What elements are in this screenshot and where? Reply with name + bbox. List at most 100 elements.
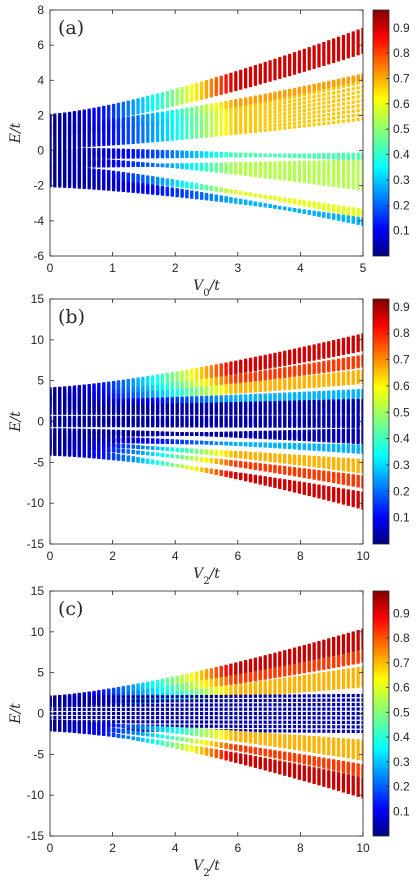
data-point [97, 106, 101, 110]
data-point [327, 55, 331, 60]
data-point [258, 172, 262, 177]
data-point [185, 118, 189, 122]
data-point [273, 61, 277, 65]
data-point [53, 156, 57, 160]
data-point [146, 105, 150, 109]
data-point [253, 113, 258, 117]
data-point [102, 105, 106, 110]
data-point [219, 115, 223, 119]
data-point [336, 115, 341, 120]
data-point [200, 113, 204, 117]
data-point [346, 345, 350, 349]
data-point [219, 151, 223, 156]
data-point [209, 168, 213, 173]
data-point [87, 391, 91, 395]
data-point [356, 345, 360, 349]
data-point [151, 101, 155, 105]
data-point [170, 127, 174, 132]
data-point [263, 75, 267, 79]
data-point [190, 93, 194, 97]
data-point [288, 154, 292, 158]
data-point [146, 175, 150, 179]
data-point [288, 169, 292, 173]
data-point [346, 185, 350, 189]
data-point [200, 96, 204, 100]
data-point [219, 89, 223, 93]
colorbar-tick-label: 0.6 [393, 97, 410, 111]
data-point [327, 50, 331, 54]
data-point [234, 79, 238, 83]
data-point [273, 166, 277, 171]
data-point [312, 55, 316, 59]
data-point [160, 177, 165, 181]
data-point [312, 91, 316, 95]
data-point [317, 344, 321, 349]
data-point [283, 177, 287, 181]
data-point [244, 127, 248, 131]
data-point [209, 119, 213, 124]
data-point [361, 44, 363, 49]
data-point [77, 140, 81, 145]
data-point [336, 349, 341, 353]
data-point [292, 174, 297, 178]
data-point [297, 113, 302, 117]
data-point [170, 118, 174, 122]
data-point [361, 159, 363, 163]
data-point [322, 109, 326, 113]
data-point [195, 367, 199, 372]
data-point [102, 137, 106, 141]
data-point [204, 80, 209, 84]
data-point [190, 117, 194, 121]
data-point [263, 354, 267, 358]
data-point [292, 66, 297, 70]
data-point [92, 143, 96, 147]
data-point [356, 166, 360, 170]
data-point [160, 104, 165, 108]
data-point [141, 125, 145, 129]
data-point [297, 160, 302, 165]
data-point [288, 175, 292, 180]
data-point [332, 163, 336, 167]
data-point [258, 174, 262, 178]
data-point [151, 107, 155, 112]
data-point [239, 124, 243, 129]
data-point [288, 88, 292, 93]
data-point [170, 89, 174, 93]
data-point [67, 131, 72, 136]
data-point [263, 173, 267, 177]
data-point [141, 162, 145, 166]
data-point [253, 67, 258, 71]
data-point [239, 80, 243, 84]
data-point [82, 140, 86, 144]
data-point [302, 51, 306, 55]
data-point [351, 340, 355, 345]
data-point [136, 173, 140, 178]
data-point [346, 338, 350, 342]
data-point [229, 197, 233, 201]
data-point [336, 347, 341, 351]
data-point [307, 358, 311, 362]
data-point [107, 170, 111, 174]
data-point [312, 45, 316, 49]
data-point [82, 157, 86, 161]
data-point [361, 338, 363, 343]
data-point [302, 175, 306, 179]
data-point [302, 160, 306, 164]
data-point [63, 165, 67, 169]
data-point [361, 117, 363, 121]
data-point [336, 50, 341, 54]
data-point [175, 124, 179, 129]
x-tick-label: 5 [360, 261, 367, 275]
data-point [322, 121, 326, 126]
data-point [77, 110, 81, 114]
data-point [361, 89, 363, 93]
data-point [229, 152, 233, 156]
data-point [341, 48, 346, 52]
data-point [297, 163, 302, 167]
data-point [141, 127, 145, 131]
data-point [302, 63, 306, 67]
data-point [341, 348, 346, 352]
data-point [87, 129, 91, 134]
data-point [361, 27, 363, 31]
data-point [336, 178, 341, 182]
